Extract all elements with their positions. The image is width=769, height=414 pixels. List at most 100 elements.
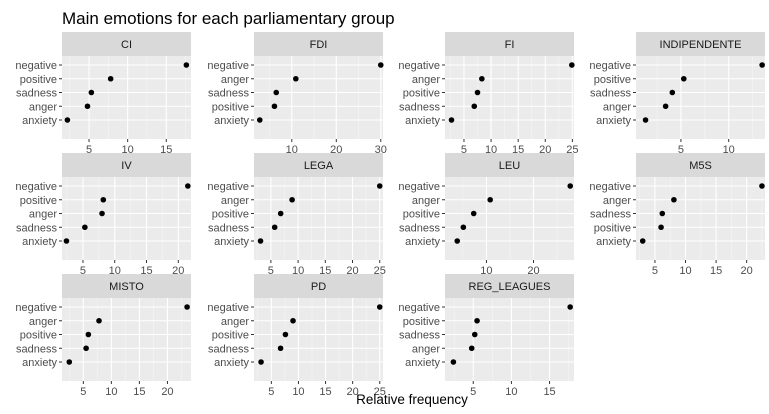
point-pd-anxiety — [258, 359, 264, 365]
point-ci-positive — [107, 75, 114, 82]
point-ci-anxiety — [64, 117, 71, 123]
strip-label-fi: FI — [505, 39, 515, 51]
point-reg-leagues-anxiety — [450, 359, 457, 365]
strip-iv — [62, 153, 191, 177]
category-label-anger: anger — [29, 209, 57, 221]
strip-fi — [445, 32, 574, 56]
strip-m5s — [636, 153, 765, 177]
x-tick-label: 5 — [80, 265, 86, 277]
point-fi-sadness — [471, 103, 478, 110]
x-tick-label: 5 — [80, 386, 86, 398]
category-label-positive: positive — [594, 74, 631, 86]
point-iv-sadness — [82, 224, 88, 231]
point-leu-negative — [567, 183, 574, 189]
x-tick-label: 5 — [268, 265, 274, 277]
category-label-anxiety: anxiety — [22, 115, 57, 127]
category-label-anxiety: anxiety — [405, 115, 440, 127]
x-tick-label: 5 — [678, 144, 684, 156]
category-label-sadness: sadness — [16, 343, 57, 355]
point-leu-positive — [470, 210, 477, 217]
point-m5s-anger — [671, 196, 677, 203]
strip-reg-leagues — [445, 274, 574, 298]
strip-pd — [254, 274, 383, 298]
category-label-positive: positive — [403, 209, 440, 221]
panel-bg-iv — [62, 177, 191, 260]
point-m5s-sadness — [659, 210, 666, 217]
point-ci-anger — [84, 103, 91, 110]
category-label-anxiety: anxiety — [214, 236, 249, 248]
category-label-anxiety: anxiety — [22, 236, 57, 248]
x-tick-label: 15 — [543, 386, 555, 398]
x-tick-label: 15 — [133, 386, 145, 398]
point-pd-anger — [290, 317, 296, 324]
strip-label-fdi: FDI — [310, 39, 328, 51]
category-label-negative: negative — [15, 181, 57, 193]
category-label-anxiety: anxiety — [596, 115, 631, 127]
category-label-negative: negative — [207, 302, 249, 314]
panel-ci: CI5 10 15negativepositivesadnessangeranxie… — [15, 32, 191, 156]
point-fi-anxiety — [448, 117, 455, 123]
point-iv-anger — [99, 210, 105, 217]
point-ci-sadness — [88, 89, 95, 96]
category-label-anger: anger — [412, 343, 440, 355]
category-label-negative: negative — [589, 181, 631, 193]
point-m5s-positive — [658, 224, 664, 231]
x-tick-label: 10 — [105, 386, 117, 398]
x-tick-label: 5 — [470, 386, 476, 398]
panel-bg-fdi — [254, 56, 383, 139]
point-reg-leagues-positive — [474, 317, 480, 324]
point-iv-anxiety — [63, 238, 70, 244]
category-label-sadness: sadness — [399, 101, 440, 113]
point-pd-positive — [282, 331, 289, 338]
point-lega-sadness — [271, 224, 278, 231]
point-leu-sadness — [460, 224, 467, 231]
panel-iv: IV5 10 15 20negativepositiveangersadnessanx… — [15, 153, 191, 277]
strip-lega — [254, 153, 383, 177]
category-label-anxiety: anxiety — [22, 357, 57, 369]
point-misto-sadness — [83, 345, 89, 352]
category-label-negative: negative — [398, 60, 440, 72]
point-pd-sadness — [277, 345, 284, 352]
x-tick-label: 15 — [710, 265, 722, 277]
category-label-anger: anger — [603, 101, 631, 113]
x-tick-label: 25 — [374, 386, 386, 398]
category-label-positive: positive — [403, 88, 440, 100]
x-tick-label: 10 — [292, 386, 304, 398]
strip-label-ci: CI — [121, 39, 132, 51]
strip-label-leu: LEU — [499, 160, 520, 172]
category-label-anger: anger — [221, 316, 249, 328]
strip-indipendente — [636, 32, 765, 56]
x-axis-label: Relative frequency — [356, 392, 468, 407]
point-indipendente-anxiety — [642, 117, 649, 123]
category-label-negative: negative — [15, 60, 57, 72]
point-misto-negative — [184, 304, 190, 310]
category-label-positive: positive — [20, 330, 57, 342]
category-label-anxiety: anxiety — [214, 115, 249, 127]
point-fdi-sadness — [273, 89, 280, 96]
x-tick-label: 20 — [347, 386, 359, 398]
category-label-sadness: sadness — [590, 88, 631, 100]
strip-label-lega: LEGA — [304, 160, 334, 172]
point-fdi-positive — [271, 103, 278, 110]
facet-panels: CI5 10 15negativepositivesadnessangeranxie… — [15, 32, 765, 398]
point-fdi-anger — [293, 75, 299, 82]
panel-bg-leu — [445, 177, 574, 260]
category-label-sadness: sadness — [399, 330, 440, 342]
x-tick-label: 5 — [86, 144, 92, 156]
category-label-negative: negative — [15, 302, 57, 314]
panel-bg-reg-leagues — [445, 298, 574, 381]
category-label-anger: anger — [412, 195, 440, 207]
category-label-negative: negative — [398, 302, 440, 314]
category-label-anxiety: anxiety — [214, 357, 249, 369]
strip-misto — [62, 274, 191, 298]
point-m5s-anxiety — [639, 238, 646, 244]
panel-bg-fi — [445, 56, 574, 139]
category-label-negative: negative — [207, 60, 249, 72]
panel-misto: MISTO 5 10 15 20 negative anger positivesadness… — [15, 274, 191, 398]
